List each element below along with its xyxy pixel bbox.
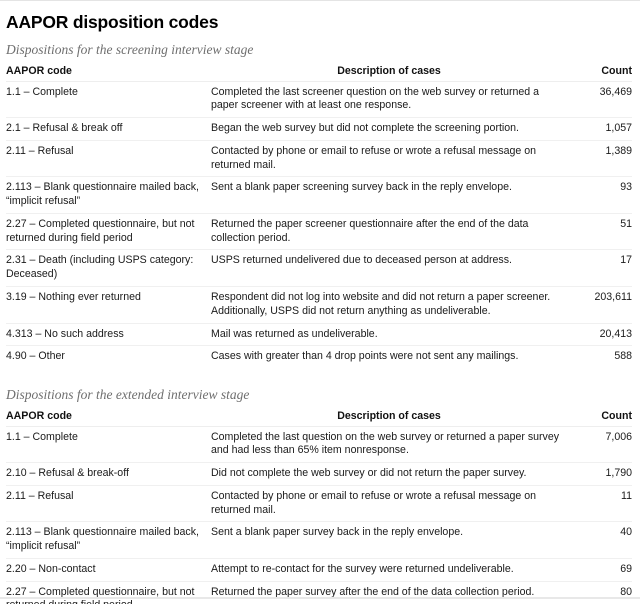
cell-description: Contacted by phone or email to refuse or… [211, 485, 567, 523]
table-row: 2.27 – Completed questionnaire, but not … [6, 213, 632, 251]
cell-code: 2.27 – Completed questionnaire, but not … [6, 581, 211, 604]
section-extended: Dispositions for the extended interview … [6, 378, 632, 604]
table-row: 2.11 – Refusal Contacted by phone or ema… [6, 485, 632, 523]
cell-count: 40 [567, 521, 632, 559]
table-header: AAPOR code Description of cases Count [6, 62, 632, 82]
cell-description: USPS returned undelivered due to decease… [211, 249, 567, 287]
cell-count: 80 [567, 581, 632, 604]
column-header-description: Description of cases [211, 62, 567, 82]
cell-code: 2.113 – Blank questionnaire mailed back,… [6, 176, 211, 214]
cell-description: Mail was returned as undeliverable. [211, 323, 567, 347]
cell-count: 11 [567, 485, 632, 523]
section-gap [6, 368, 632, 378]
cell-code: 4.313 – No such address [6, 323, 211, 347]
top-divider [0, 0, 640, 1]
column-header-description: Description of cases [211, 407, 567, 427]
cell-count: 1,389 [567, 140, 632, 178]
cell-description: Returned the paper survey after the end … [211, 581, 567, 604]
header-row: AAPOR code Description of cases Count [6, 62, 632, 82]
cell-description: Contacted by phone or email to refuse or… [211, 140, 567, 178]
cell-count: 93 [567, 176, 632, 214]
cell-count: 588 [614, 350, 632, 363]
column-header-count: Count [567, 62, 632, 82]
table-row: 4.313 – No such address Mail was returne… [6, 323, 632, 347]
section-screening: Dispositions for the screening interview… [6, 33, 632, 368]
cell-count: 7,006 [567, 426, 632, 464]
bottom-divider [0, 597, 640, 599]
table-row: 2.31 – Death (including USPS category: D… [6, 249, 632, 287]
table-row: 1.1 – Complete Completed the last questi… [6, 426, 632, 464]
table-row: 4.90 – Other Cases with greater than 4 d… [6, 346, 632, 368]
cell-count: 20,413 [567, 323, 632, 347]
cell-count: 1,057 [567, 117, 632, 141]
table-row: 2.113 – Blank questionnaire mailed back,… [6, 176, 632, 214]
column-header-code: AAPOR code [6, 407, 211, 427]
header-row: AAPOR code Description of cases Count [6, 407, 632, 427]
table-body: 1.1 – Complete Completed the last questi… [6, 426, 632, 604]
cell-count: 17 [567, 249, 632, 287]
cell-count: 203,611 [567, 286, 632, 324]
cell-description: Began the web survey but did not complet… [211, 117, 567, 141]
cell-code: 2.31 – Death (including USPS category: D… [6, 249, 211, 287]
cell-count: 36,469 [567, 81, 632, 119]
table-row: 2.20 – Non-contact Attempt to re-contact… [6, 558, 632, 582]
table-row: 2.113 – Blank questionnaire mailed back,… [6, 521, 632, 559]
column-header-code: AAPOR code [6, 62, 211, 82]
cell-description: Returned the paper screener questionnair… [211, 213, 567, 251]
column-header-count: Count [567, 407, 632, 427]
cell-count: 69 [567, 558, 632, 582]
cell-code: 4.90 – Other [6, 350, 65, 363]
cell-code: 1.1 – Complete [6, 81, 211, 119]
cell-code: 2.11 – Refusal [6, 485, 211, 523]
cell-code: 3.19 – Nothing ever returned [6, 286, 211, 324]
table-row: 1.1 – Complete Completed the last screen… [6, 81, 632, 119]
section-subtitle: Dispositions for the screening interview… [6, 42, 254, 57]
disposition-table-screening: AAPOR code Description of cases Count 1.… [6, 62, 632, 368]
table-row: 2.1 – Refusal & break off Began the web … [6, 117, 632, 141]
cell-description: Attempt to re-contact for the survey wer… [211, 558, 567, 582]
cell-description: Completed the last question on the web s… [211, 426, 567, 464]
table-row: 3.19 – Nothing ever returned Respondent … [6, 286, 632, 324]
cell-code: 2.10 – Refusal & break-off [6, 462, 211, 486]
cell-code: 2.113 – Blank questionnaire mailed back,… [6, 521, 211, 559]
cell-count: 1,790 [567, 462, 632, 486]
cell-description: Cases with greater than 4 drop points we… [211, 350, 519, 363]
page-title: AAPOR disposition codes [6, 12, 219, 32]
table-header: AAPOR code Description of cases Count [6, 407, 632, 427]
table-body: 1.1 – Complete Completed the last screen… [6, 81, 632, 368]
cell-code: 2.20 – Non-contact [6, 558, 211, 582]
cell-code: 2.1 – Refusal & break off [6, 117, 211, 141]
cell-description: Respondent did not log into website and … [211, 286, 567, 324]
table-row: 2.10 – Refusal & break-off Did not compl… [6, 462, 632, 486]
cell-description: Did not complete the web survey or did n… [211, 462, 567, 486]
section-subtitle: Dispositions for the extended interview … [6, 387, 250, 403]
cell-description: Sent a blank paper screening survey back… [211, 176, 567, 214]
cell-code: 2.11 – Refusal [6, 140, 211, 178]
disposition-table-extended: AAPOR code Description of cases Count 1.… [6, 407, 632, 604]
cell-count: 51 [567, 213, 632, 251]
cell-code: 1.1 – Complete [6, 426, 211, 464]
table-row: 2.27 – Completed questionnaire, but not … [6, 581, 632, 604]
table-row: 2.11 – Refusal Contacted by phone or ema… [6, 140, 632, 178]
cell-code: 2.27 – Completed questionnaire, but not … [6, 213, 211, 251]
cell-description: Completed the last screener question on … [211, 81, 567, 119]
cell-description: Sent a blank paper survey back in the re… [211, 521, 567, 559]
